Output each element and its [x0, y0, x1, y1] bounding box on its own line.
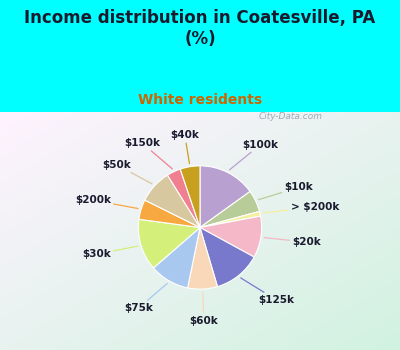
Text: $10k: $10k: [258, 182, 313, 199]
Text: $60k: $60k: [190, 292, 218, 326]
Text: $150k: $150k: [124, 138, 172, 169]
Text: $100k: $100k: [230, 140, 278, 170]
Text: > $200k: > $200k: [263, 202, 339, 213]
Wedge shape: [200, 166, 250, 228]
Text: White residents: White residents: [138, 93, 262, 107]
Text: City-Data.com: City-Data.com: [258, 112, 322, 121]
Wedge shape: [154, 228, 200, 288]
Text: $200k: $200k: [75, 195, 138, 209]
Wedge shape: [200, 191, 260, 228]
Text: $75k: $75k: [124, 284, 167, 313]
Wedge shape: [138, 219, 200, 268]
Wedge shape: [188, 228, 218, 289]
Text: Income distribution in Coatesville, PA
(%): Income distribution in Coatesville, PA (…: [24, 9, 376, 48]
Wedge shape: [200, 216, 262, 257]
Text: $20k: $20k: [264, 237, 321, 247]
Wedge shape: [180, 166, 200, 228]
Wedge shape: [200, 228, 254, 287]
Wedge shape: [145, 175, 200, 228]
Text: $30k: $30k: [82, 246, 138, 259]
Text: $125k: $125k: [241, 278, 294, 305]
Wedge shape: [200, 211, 260, 228]
Text: $40k: $40k: [170, 131, 199, 163]
Wedge shape: [168, 169, 200, 228]
Text: $50k: $50k: [102, 160, 152, 184]
Wedge shape: [139, 200, 200, 228]
